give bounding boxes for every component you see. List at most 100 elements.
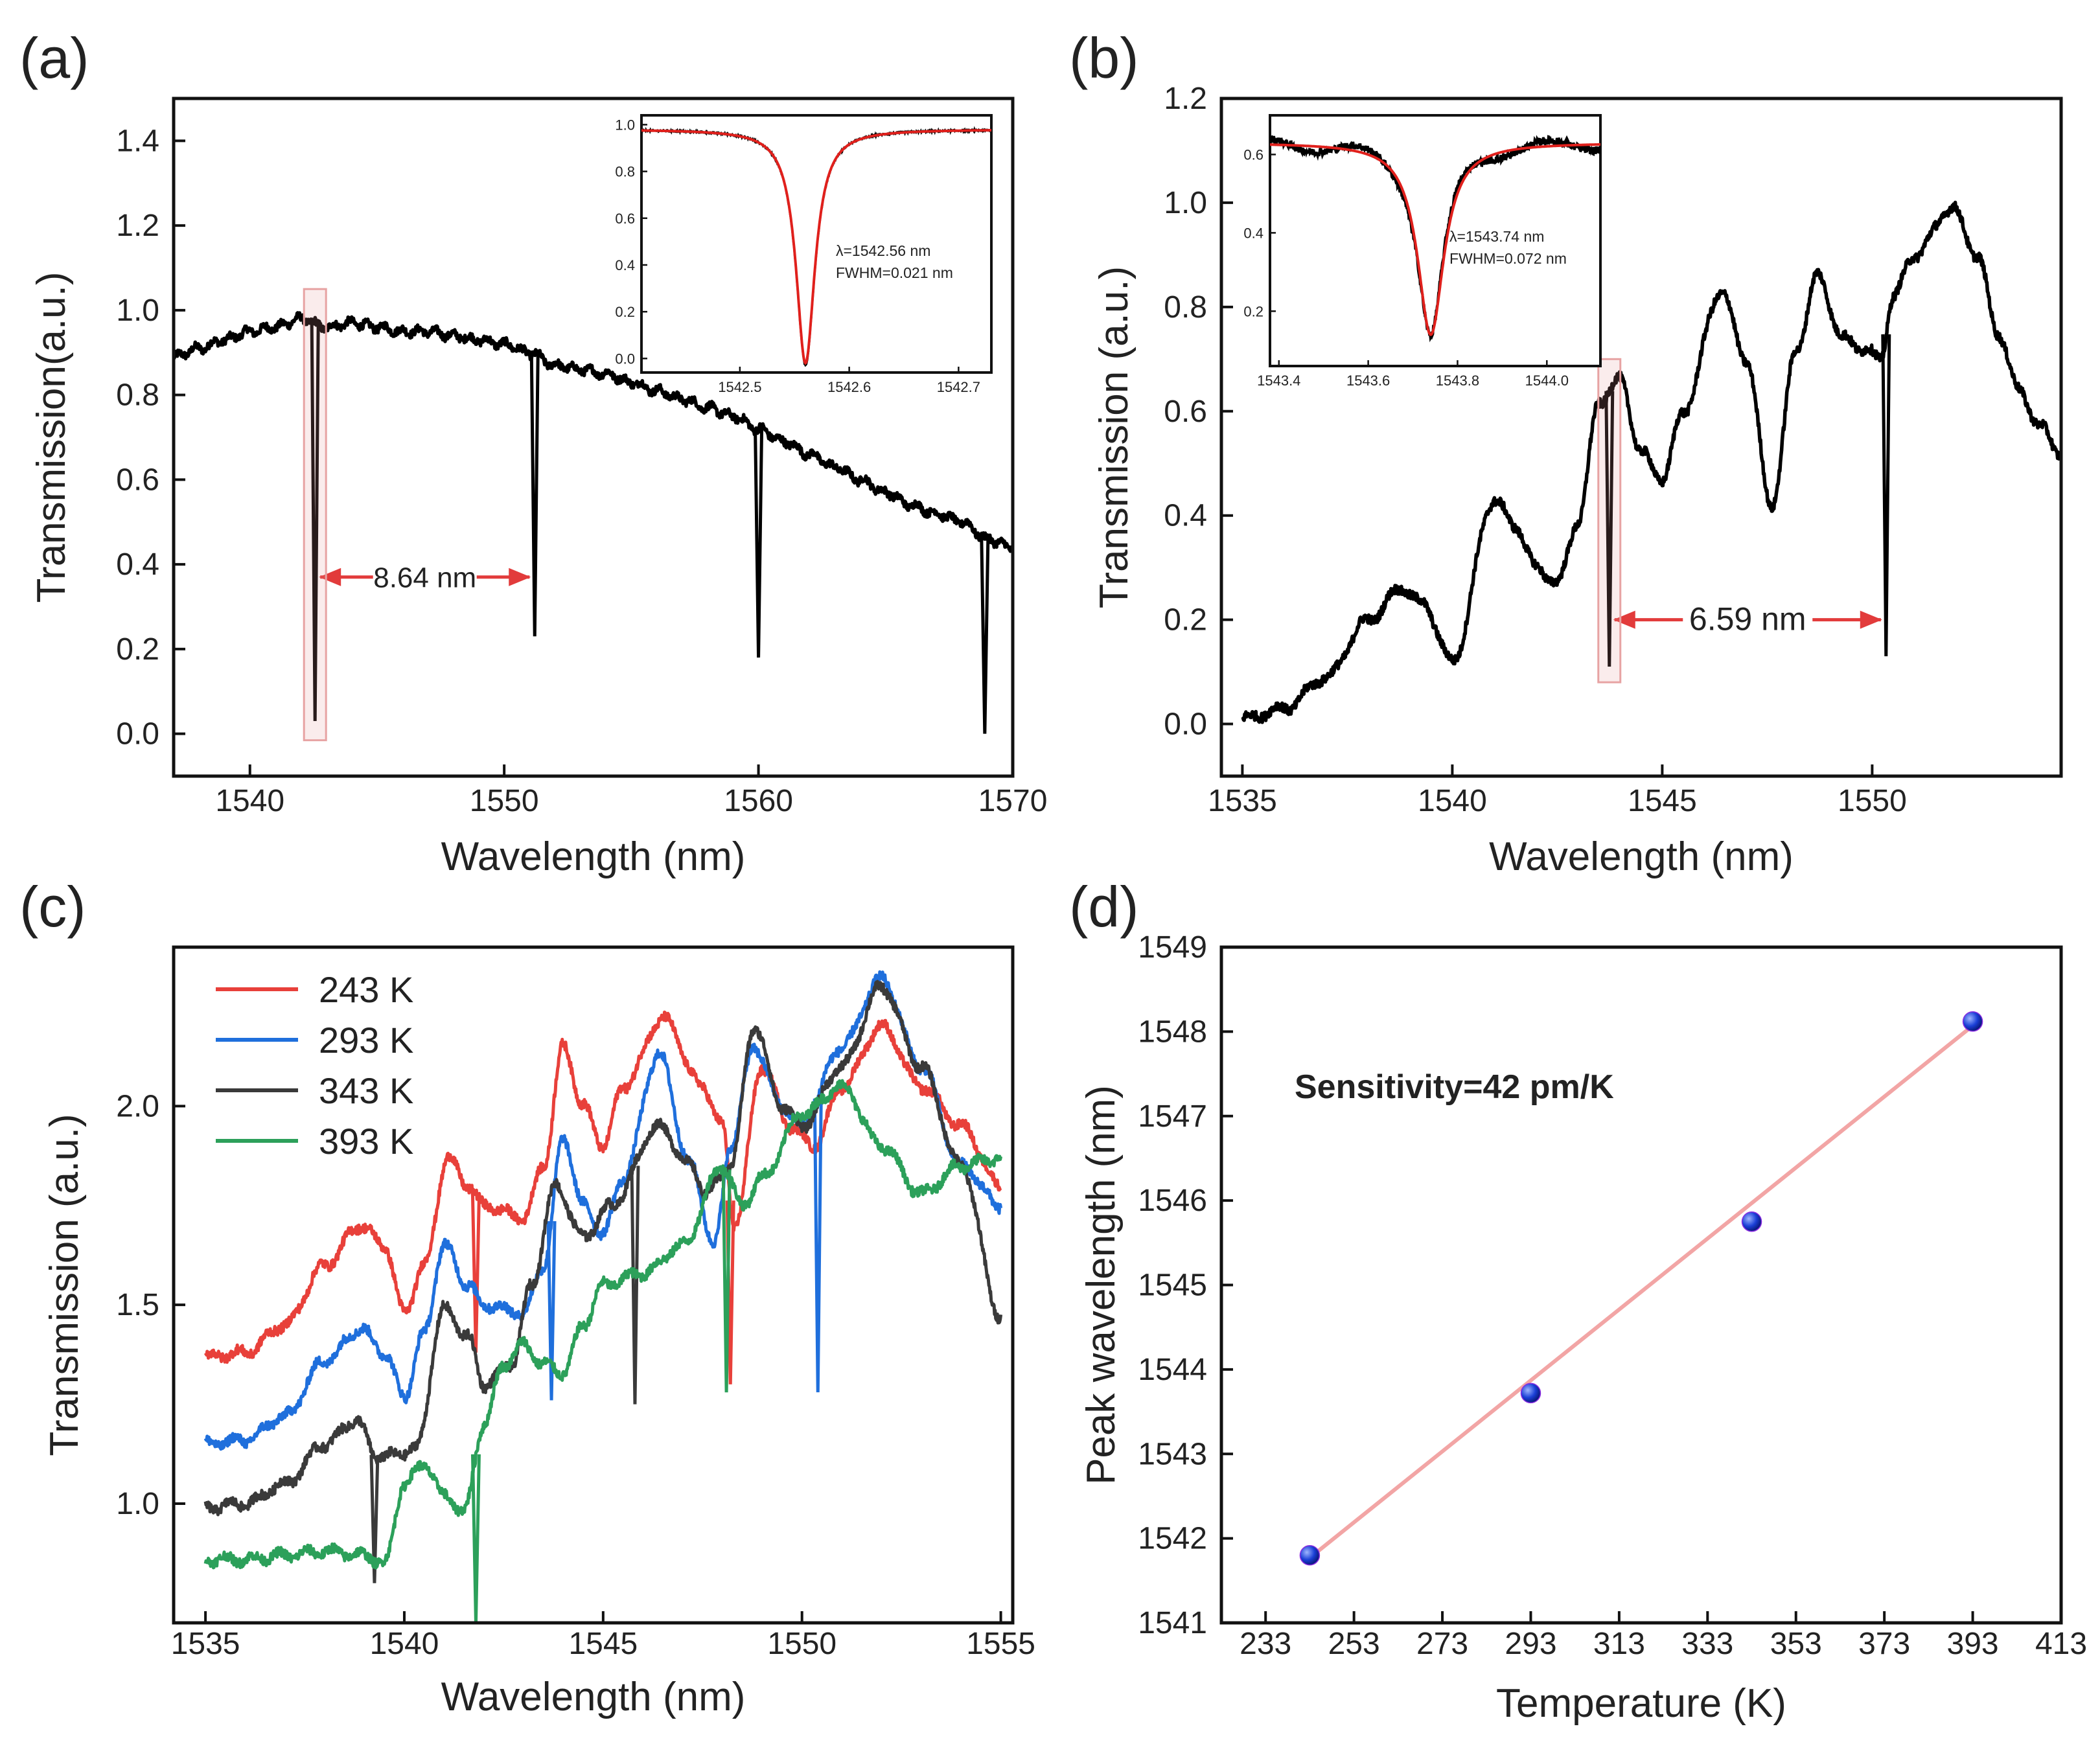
x-tick-label: 1540: [215, 784, 284, 818]
inset-fwhm-label: FWHM=0.072 nm: [1449, 250, 1567, 267]
y-tick-label: 1545: [1138, 1268, 1207, 1303]
y-axis-label: Transmission (a.u.): [42, 1114, 87, 1456]
y-tick-label: 1546: [1138, 1184, 1207, 1218]
y-tick-label: 0.4: [1164, 499, 1207, 533]
inset-y-tick-label: 0.6: [615, 211, 635, 227]
x-tick-label: 1560: [724, 784, 793, 818]
x-tick-label: 1540: [370, 1627, 439, 1661]
inset-x-tick-label: 1543.6: [1346, 373, 1390, 389]
inset-y-tick-label: 0.2: [1243, 303, 1263, 319]
inset-x-tick-label: 1544.0: [1525, 373, 1569, 389]
y-tick-label: 1.4: [116, 124, 159, 158]
resonance-dip: [630, 1165, 640, 1405]
y-tick-label: 1.0: [116, 293, 159, 328]
panel-label: (b): [1069, 26, 1139, 90]
series-line-393-k: [203, 1079, 1003, 1570]
x-tick-label: 293: [1505, 1627, 1556, 1661]
y-tick-label: 2.0: [116, 1089, 159, 1123]
series-line-293-k: [203, 970, 1003, 1451]
x-tick-label: 273: [1416, 1627, 1468, 1661]
x-tick-label: 1535: [1208, 784, 1277, 818]
y-axis-label: Peak wavelength (nm): [1079, 1085, 1124, 1485]
x-tick-label: 413: [2035, 1627, 2087, 1661]
fsr-label: 6.59 nm: [1689, 601, 1806, 637]
inset-plot: 1542.5 1542.6 1542.7 0.0 0.2 0.4 0.6 0.8 1.0 λ=15…: [615, 114, 993, 395]
plot-area: [1299, 1011, 1983, 1566]
inset-lambda-label: λ=1542.56 nm: [836, 242, 930, 259]
inset-lorentz-fit: [1270, 143, 1600, 336]
inset-y-tick-label: 0.0: [615, 350, 635, 367]
x-axis-label: Wavelength (nm): [441, 1675, 746, 1719]
inset-plot-area: [1270, 135, 1600, 343]
y-tick-label: 0.0: [1164, 707, 1207, 742]
y-tick-label: 1541: [1138, 1606, 1207, 1640]
inset-y-tick-label: 0.4: [1243, 225, 1263, 241]
fsr-annotation: 8.64 nm: [319, 562, 531, 594]
resonance-dip: [470, 1454, 481, 1623]
x-tick-label: 353: [1770, 1627, 1822, 1661]
plot-area: [174, 311, 1013, 734]
inset-x-tick-label: 1542.5: [718, 379, 761, 395]
y-tick-label: 0.8: [1164, 290, 1207, 325]
plot-frame: [1219, 97, 2063, 778]
y-tick-label: 1543: [1138, 1437, 1207, 1471]
resonance-dip: [721, 1169, 732, 1393]
x-tick-label: 1555: [966, 1627, 1035, 1661]
panel-label: (d): [1069, 875, 1139, 939]
data-point: [1741, 1211, 1762, 1232]
x-tick-label: 233: [1240, 1627, 1291, 1661]
series-line-transmission: [174, 311, 1013, 553]
x-tick-label: 1535: [171, 1627, 240, 1661]
panel-label: (c): [19, 875, 86, 939]
resonance-dip: [980, 538, 990, 734]
fsr-label: 8.64 nm: [373, 562, 476, 594]
y-tick-label: 1549: [1138, 930, 1207, 965]
y-tick-label: 0.6: [1164, 395, 1207, 429]
inset-x-tick-label: 1542.7: [937, 379, 980, 395]
panel-a: (a) 1540 1550 1560 1570 0.0 0.2 0.4 0.6 0.8 1.0 1.2…: [19, 26, 1047, 879]
legend: 243 K 293 K 343 K 393 K: [216, 969, 413, 1162]
fsr-arrow-head-right: [1860, 610, 1882, 629]
y-tick-label: 0.8: [116, 378, 159, 413]
inset-lambda-label: λ=1543.74 nm: [1449, 228, 1544, 245]
fsr-arrow-head-left: [319, 568, 341, 586]
series-line-243-k: [203, 1010, 1002, 1364]
plot-area: [203, 970, 1003, 1623]
x-tick-label: 393: [1947, 1627, 1999, 1661]
inset-y-tick-label: 1.0: [615, 117, 635, 133]
inset-plot-area: [641, 126, 991, 367]
y-tick-label: 0.4: [116, 547, 159, 582]
inset-y-tick-label: 0.2: [615, 304, 635, 320]
inset-lorentz-fit: [641, 129, 991, 365]
x-axis-label: Wavelength (nm): [1489, 834, 1794, 879]
highlight-box: [1597, 358, 1622, 683]
inset-y-tick-label: 0.8: [615, 164, 635, 180]
resonance-dip: [1881, 334, 1891, 656]
x-tick-label: 1540: [1418, 784, 1487, 818]
data-point: [1520, 1382, 1541, 1404]
y-tick-label: 1.0: [116, 1487, 159, 1521]
panel-label: (a): [19, 26, 89, 90]
inset-x-tick-label: 1543.4: [1257, 373, 1300, 389]
y-tick-label: 1.5: [116, 1288, 159, 1322]
y-tick-label: 1.0: [1164, 186, 1207, 220]
resonance-dip: [369, 1454, 380, 1583]
x-tick-label: 1550: [767, 1627, 837, 1661]
y-tick-label: 0.2: [1164, 603, 1207, 637]
sensitivity-annotation: Sensitivity=42 pm/K: [1295, 1068, 1614, 1106]
y-tick-label: 0.0: [116, 717, 159, 751]
resonance-dip: [813, 1098, 823, 1393]
inset-x-tick-label: 1543.8: [1436, 373, 1479, 389]
y-tick-label: 1542: [1138, 1522, 1207, 1556]
legend-entry: 343 K: [319, 1070, 413, 1111]
x-tick-label: 1545: [1628, 784, 1697, 818]
resonance-dip: [310, 323, 320, 722]
series-line-transmission: [1241, 200, 2061, 724]
y-tick-label: 1547: [1138, 1099, 1207, 1134]
y-tick-label: 1548: [1138, 1015, 1207, 1049]
x-tick-label: 253: [1328, 1627, 1380, 1661]
fsr-arrow-head-right: [509, 568, 531, 586]
legend-entry: 243 K: [319, 969, 413, 1010]
x-tick-label: 333: [1681, 1627, 1733, 1661]
y-tick-label: 0.2: [116, 632, 159, 667]
